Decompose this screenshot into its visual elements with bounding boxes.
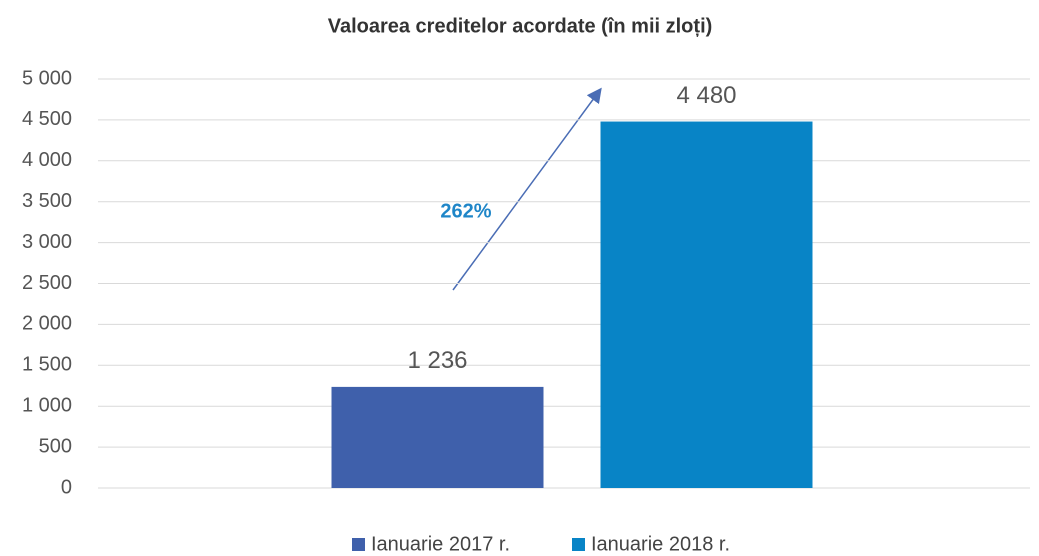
bar — [331, 386, 544, 488]
y-tick-label: 3 500 — [22, 190, 72, 212]
y-tick-label: 1 000 — [22, 394, 72, 416]
y-tick-label: 0 — [61, 476, 72, 498]
y-tick-label: 4 000 — [22, 149, 72, 171]
annotation: 262% — [440, 200, 491, 222]
bar — [600, 121, 813, 488]
legend-swatch — [352, 538, 365, 551]
y-tick-label: 5 000 — [22, 67, 72, 89]
y-tick-label: 3 000 — [22, 231, 72, 253]
growth-arrow — [452, 87, 602, 291]
legend-swatch — [572, 538, 585, 551]
y-tick-label: 2 500 — [22, 272, 72, 294]
y-tick-label: 2 000 — [22, 313, 72, 335]
data-label: 4 480 — [676, 82, 736, 109]
legend-label: Ianuarie 2018 r. — [591, 533, 730, 555]
y-tick-label: 1 500 — [22, 354, 72, 376]
data-label: 1 236 — [407, 347, 467, 374]
y-tick-label: 4 500 — [22, 108, 72, 130]
y-tick-label: 500 — [39, 435, 72, 457]
chart-title: Valoarea creditelor acordate (în mii zlo… — [328, 15, 713, 37]
legend-label: Ianuarie 2017 r. — [371, 533, 510, 555]
